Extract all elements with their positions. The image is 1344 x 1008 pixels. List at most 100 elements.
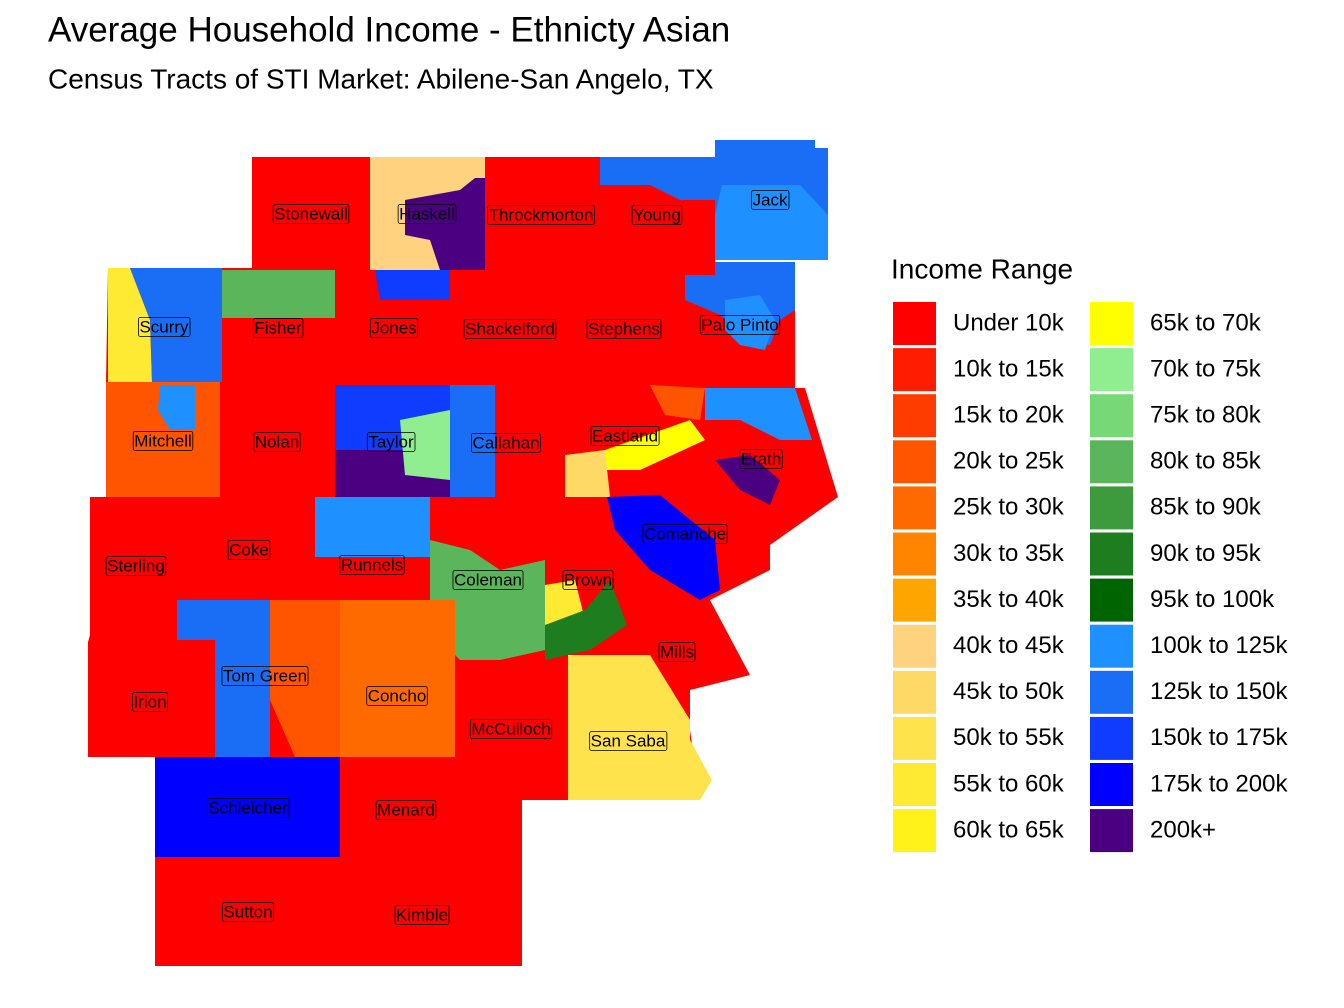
label-box (589, 731, 668, 751)
region (155, 757, 340, 857)
label-box (469, 719, 553, 739)
county-label: Sterling (107, 556, 165, 575)
legend-swatch (1090, 394, 1133, 438)
legend-label: Under 10k (953, 309, 1065, 336)
legend-swatch (1090, 624, 1133, 668)
legend-swatch (893, 348, 936, 392)
region (607, 495, 720, 600)
label-box (590, 426, 660, 446)
legend-swatch (893, 532, 936, 576)
legend-label: 30k to 35k (953, 540, 1065, 567)
legend-swatch (893, 624, 936, 668)
legend-label: 40k to 45k (953, 632, 1065, 659)
label-box (397, 204, 457, 224)
region (270, 600, 340, 757)
county-label: Menard (377, 800, 435, 819)
legend-label: 55k to 60k (953, 770, 1065, 797)
county-label: Scurry (139, 317, 189, 336)
county-label: Coleman (454, 570, 522, 589)
title: Average Household Income - Ethnicty Asia… (48, 10, 730, 49)
legend-label: 150k to 175k (1150, 724, 1288, 751)
county-label: Coke (229, 540, 269, 559)
county-label: McCulloch (471, 719, 550, 738)
county-label: Mitchell (134, 431, 192, 450)
subtitle: Census Tracts of STI Market: Abilene-San… (48, 63, 714, 94)
county-label: Concho (368, 686, 427, 705)
county-label: Shackelford (465, 319, 555, 338)
legend-swatch (1090, 486, 1133, 530)
region (605, 420, 705, 470)
label-box (562, 570, 614, 590)
label-box (394, 905, 450, 925)
legend-swatch (893, 486, 936, 530)
legend-swatch (1090, 440, 1133, 484)
legend-swatch (893, 578, 936, 622)
county-label: Erath (741, 449, 782, 468)
region (568, 655, 712, 800)
region (725, 295, 775, 350)
label-box (132, 431, 194, 451)
label-box (463, 319, 557, 339)
legend-swatch (1090, 809, 1133, 853)
label-box (586, 319, 662, 339)
legend-swatch (1090, 670, 1133, 714)
region (450, 385, 495, 497)
label-box (658, 642, 696, 662)
county-label: Jack (753, 190, 788, 209)
label-box (138, 317, 191, 337)
label-box (375, 800, 437, 820)
region (158, 385, 195, 430)
county-label: Young (633, 205, 681, 224)
label-box (631, 205, 683, 225)
county-label: Mills (660, 642, 694, 661)
region (705, 388, 812, 440)
county-label: Haskell (399, 204, 455, 223)
county-label: Nolan (255, 432, 299, 451)
legend: Income Range Under 10k 10k to 15k 15k to 2… (891, 253, 1288, 853)
label-box (471, 433, 541, 453)
county-label: Kimble (396, 905, 448, 924)
legend-swatch (1090, 716, 1133, 760)
legend-label: 100k to 125k (1150, 632, 1288, 659)
label-box (253, 432, 301, 452)
region (715, 455, 780, 505)
label-box (227, 540, 271, 560)
county-label: Taylor (368, 432, 414, 451)
label-box (366, 686, 428, 706)
county-label: Sutton (223, 902, 272, 921)
county-label: Brown (564, 570, 612, 589)
map (88, 140, 838, 966)
legend-swatch (1090, 532, 1133, 576)
legend-label: 95k to 100k (1150, 586, 1275, 613)
legend-label: 25k to 30k (953, 494, 1065, 521)
region (405, 178, 485, 270)
legend-label: 45k to 50k (953, 678, 1065, 705)
label-box (642, 524, 728, 544)
label-box (452, 570, 524, 590)
county-label: Eastland (592, 426, 658, 445)
legend-swatch (893, 394, 936, 438)
county-label: San Saba (591, 731, 666, 750)
label-box (699, 315, 781, 335)
legend-label: 50k to 55k (953, 724, 1065, 751)
region (108, 268, 152, 382)
legend-label: 80k to 85k (1150, 448, 1262, 475)
legend-label: 70k to 75k (1150, 355, 1262, 382)
region (650, 385, 705, 420)
legend-title: Income Range (891, 253, 1073, 284)
label-box (221, 666, 309, 686)
region (222, 270, 335, 318)
county-label: Fisher (254, 318, 302, 337)
county-label: Tom Green (223, 666, 307, 685)
region (565, 450, 610, 497)
region (600, 157, 715, 200)
legend-swatch (1090, 348, 1133, 392)
region (340, 600, 455, 757)
legend-label: 60k to 65k (953, 816, 1065, 843)
region (130, 268, 222, 382)
region (315, 497, 430, 557)
legend-swatch (1090, 302, 1133, 345)
county-label: Stephens (588, 319, 660, 338)
label-box (206, 798, 290, 818)
